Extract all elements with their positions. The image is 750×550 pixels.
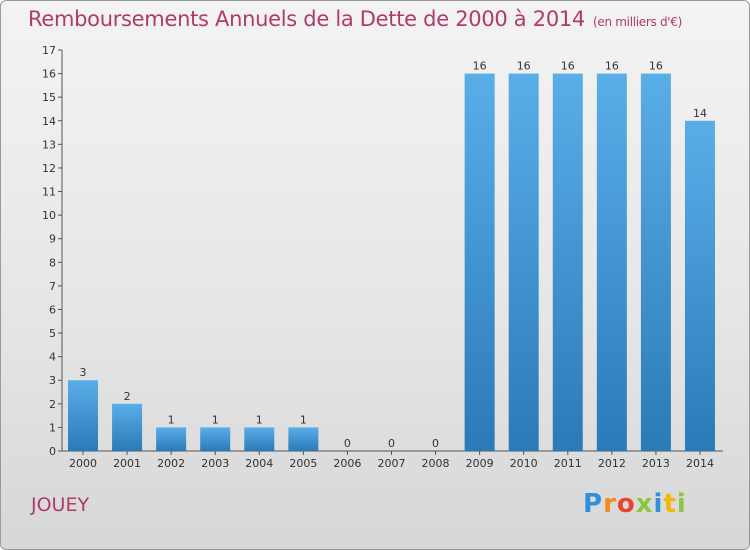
data-label-2003: 1 xyxy=(212,413,219,426)
chart-title: Remboursements Annuels de la Dette de 20… xyxy=(28,7,682,31)
x-tick-label-2012: 2012 xyxy=(598,457,626,470)
data-label-2007: 0 xyxy=(388,437,395,450)
data-label-2002: 1 xyxy=(168,413,175,426)
data-label-2013: 16 xyxy=(649,60,663,73)
logo-letter: r xyxy=(603,489,617,519)
x-tick-label-2007: 2007 xyxy=(377,457,405,470)
y-tick-label: 11 xyxy=(42,186,56,199)
x-tick-label-2009: 2009 xyxy=(466,457,494,470)
title-text: Remboursements Annuels de la Dette de 20… xyxy=(28,7,585,31)
logo-letter: i xyxy=(653,489,664,519)
data-label-2012: 16 xyxy=(605,60,619,73)
data-label-2005: 1 xyxy=(300,413,307,426)
data-label-2010: 16 xyxy=(517,60,531,73)
data-label-2014: 14 xyxy=(693,107,707,120)
bar-2013 xyxy=(640,73,671,452)
bar-2004 xyxy=(244,427,275,451)
x-tick-label-2011: 2011 xyxy=(554,457,582,470)
bar-2010 xyxy=(508,73,539,452)
logo-letter: o xyxy=(616,489,636,519)
logo-letter: t xyxy=(663,489,677,519)
y-tick-label: 3 xyxy=(49,374,56,387)
x-tick-label-2003: 2003 xyxy=(201,457,229,470)
logo-letter: P xyxy=(583,489,604,519)
bar-2014 xyxy=(684,120,715,451)
y-tick-label: 0 xyxy=(49,445,56,458)
unit-label: (en milliers d'€) xyxy=(593,15,683,29)
y-tick-label: 7 xyxy=(49,280,56,293)
y-tick-label: 16 xyxy=(42,68,56,81)
y-tick-label: 5 xyxy=(49,327,56,340)
commune-name: JOUEY xyxy=(31,494,90,516)
y-tick-label: 10 xyxy=(42,209,56,222)
y-tick-label: 9 xyxy=(49,233,56,246)
y-tick-label: 2 xyxy=(49,398,56,411)
x-tick-label-2002: 2002 xyxy=(157,457,185,470)
y-tick-label: 15 xyxy=(42,91,56,104)
y-tick-label: 1 xyxy=(49,421,56,434)
y-tick-label: 8 xyxy=(49,256,56,269)
data-label-2001: 2 xyxy=(124,390,131,403)
bar-2009 xyxy=(464,73,495,452)
y-tick-label: 6 xyxy=(49,303,56,316)
y-tick-label: 4 xyxy=(49,351,56,364)
x-tick-label-2006: 2006 xyxy=(333,457,361,470)
data-label-2011: 16 xyxy=(561,60,575,73)
bar-2003 xyxy=(200,427,231,451)
x-tick-label-2005: 2005 xyxy=(289,457,317,470)
proxiti-logo[interactable]: Proxiti xyxy=(583,489,687,519)
data-label-2009: 16 xyxy=(473,60,487,73)
bar-2011 xyxy=(552,73,583,452)
bar-2001 xyxy=(112,403,143,451)
y-tick-label: 14 xyxy=(42,115,56,128)
x-tick-label-2000: 2000 xyxy=(69,457,97,470)
data-label-2000: 3 xyxy=(80,366,87,379)
y-tick-label: 13 xyxy=(42,138,56,151)
data-label-2004: 1 xyxy=(256,413,263,426)
data-label-2008: 0 xyxy=(432,437,439,450)
bar-2012 xyxy=(596,73,627,452)
bar-2005 xyxy=(288,427,319,451)
bar-2000 xyxy=(68,380,98,451)
x-tick-label-2008: 2008 xyxy=(422,457,450,470)
x-tick-label-2004: 2004 xyxy=(245,457,273,470)
y-tick-label: 12 xyxy=(42,162,56,175)
y-tick-label: 17 xyxy=(42,44,56,57)
logo-letter: x xyxy=(635,489,654,519)
data-label-2006: 0 xyxy=(344,437,351,450)
x-tick-label-2014: 2014 xyxy=(686,457,714,470)
logo-letter: i xyxy=(676,489,687,519)
x-tick-label-2001: 2001 xyxy=(113,457,141,470)
x-tick-label-2010: 2010 xyxy=(510,457,538,470)
x-tick-label-2013: 2013 xyxy=(642,457,670,470)
bar-2002 xyxy=(156,427,187,451)
